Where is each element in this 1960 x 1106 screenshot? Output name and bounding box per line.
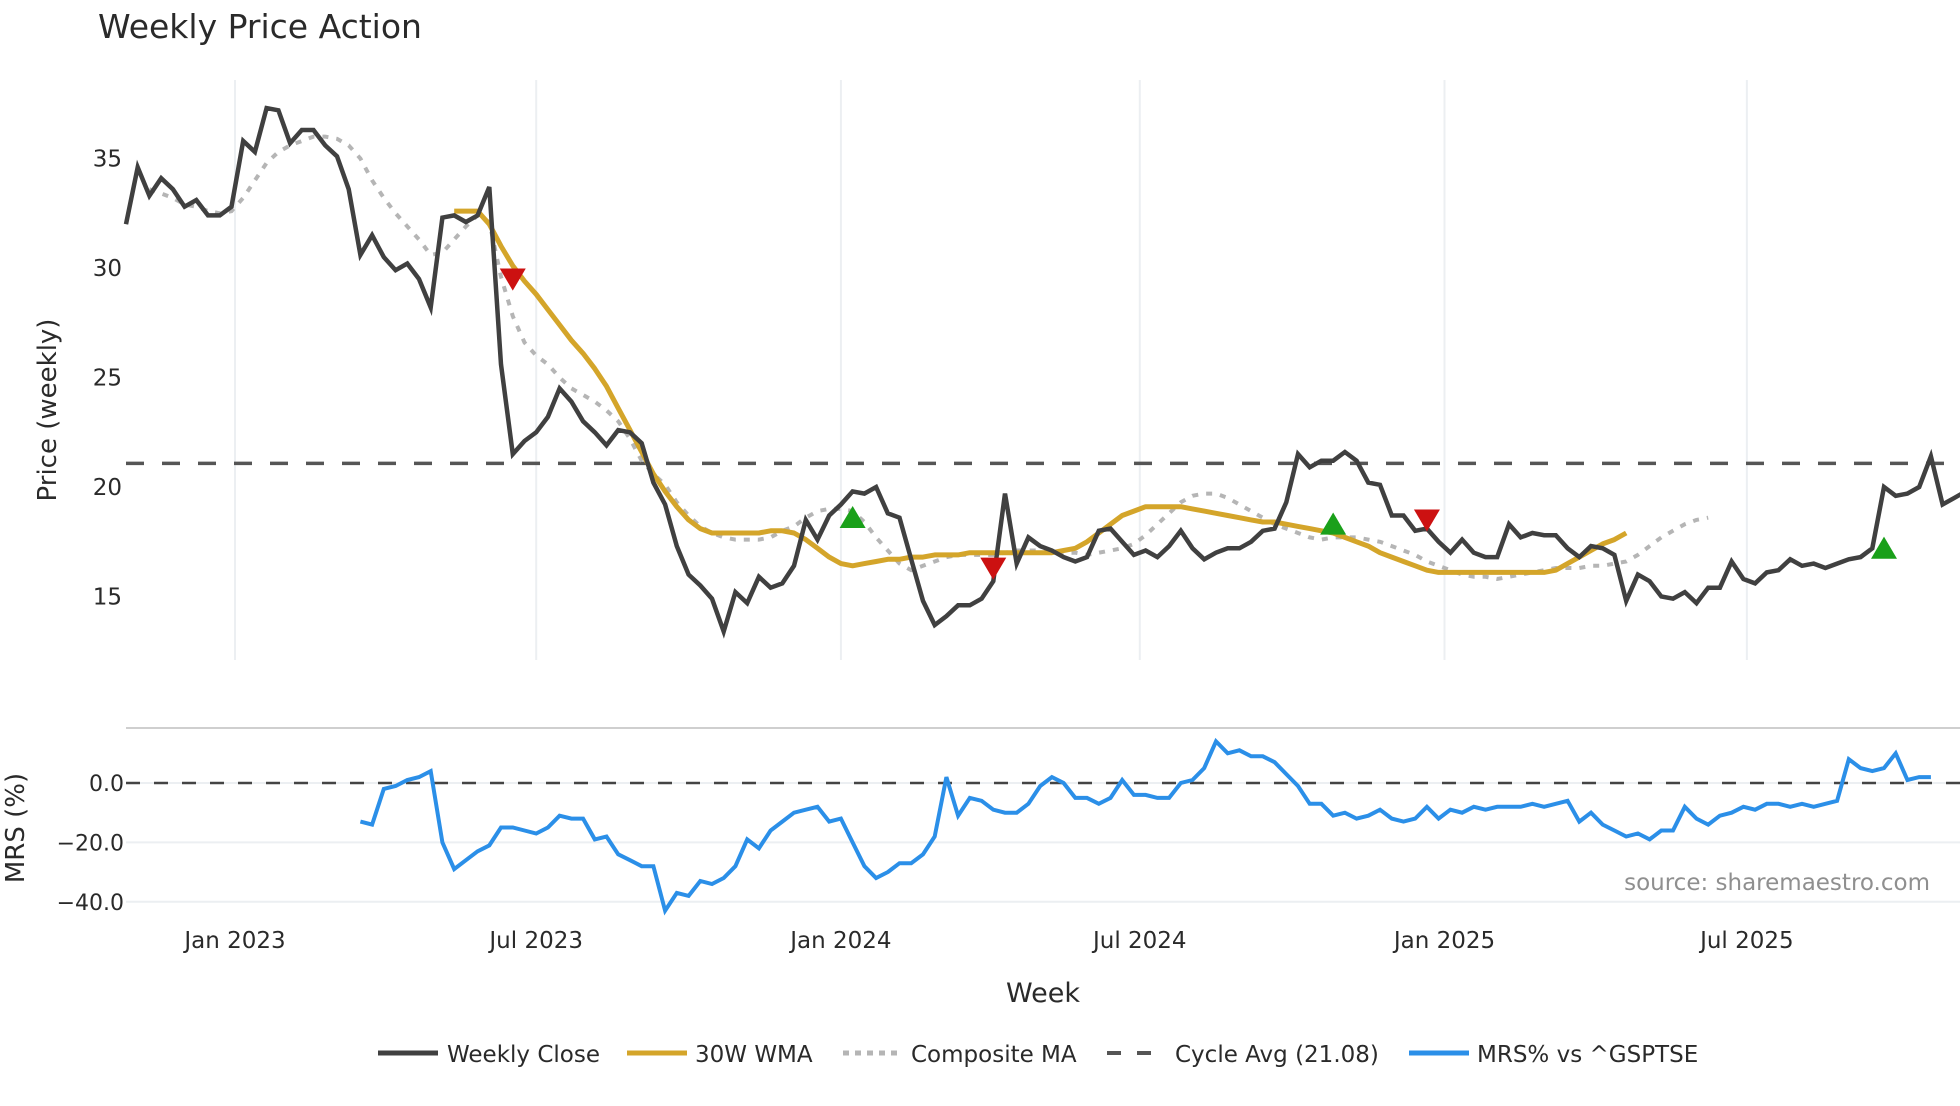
x-tick-label: Jan 2024 [788,928,891,954]
x-axis-label: Week [1006,978,1080,1009]
mrs-y-axis-ticks: 0.0 −20.0 −40.0 [57,772,124,916]
x-tick-label: Jan 2023 [182,928,285,954]
mrs-y-axis-label: MRS (%) [1,773,31,883]
legend-label: Composite MA [911,1042,1077,1068]
buy-signal-icon [1320,512,1347,535]
sell-signal-icon [980,557,1007,580]
legend-item[interactable]: Composite MA [843,1042,1077,1068]
price-y-tick-label: 20 [93,475,122,501]
legend-label: 30W WMA [695,1042,813,1068]
signal-markers [499,268,1897,580]
legend-item[interactable]: 30W WMA [627,1042,813,1068]
sell-signal-icon [499,268,526,291]
legend: Weekly Close 30W WMA Composite MA Cycle Avg… [378,1042,1698,1068]
legend-item[interactable]: MRS% vs ^GSPTSE [1409,1042,1698,1068]
buy-signal-icon [1871,536,1897,559]
price-y-tick-label: 30 [93,256,122,282]
mrs-line [359,737,1931,916]
mrs-y-tick-label: 0.0 [89,772,124,797]
sell-signal-icon [1413,509,1440,532]
legend-label: Cycle Avg (21.08) [1175,1042,1379,1068]
price-y-axis-ticks: 35 30 25 20 15 [93,147,122,611]
price-y-tick-label: 15 [93,585,122,611]
legend-label: Weekly Close [447,1042,600,1068]
composite-ma-line [148,134,1709,582]
x-tick-label: Jul 2024 [1091,928,1187,954]
mrs-y-tick-label: −40.0 [57,891,124,916]
legend-item[interactable]: Cycle Avg (21.08) [1107,1042,1379,1068]
x-axis-ticks: Jan 2023 Jul 2023 Jan 2024 Jul 2024 Jan 2025… [182,928,1793,954]
wma-line [454,208,1628,575]
chart-title: Weekly Price Action [98,7,422,46]
legend-item[interactable]: Weekly Close [378,1042,600,1068]
buy-signal-icon [839,505,866,529]
x-tick-label: Jan 2025 [1392,928,1495,954]
x-tick-label: Jul 2025 [1698,928,1794,954]
legend-label: MRS% vs ^GSPTSE [1477,1042,1698,1068]
weekly-close-line [123,105,1960,639]
x-tick-label: Jul 2023 [487,928,583,954]
source-note: source: sharemaestro.com [1624,870,1930,896]
price-gridlines [233,80,1748,660]
price-y-tick-label: 25 [93,366,122,392]
price-y-tick-label: 35 [93,147,122,173]
mrs-y-tick-label: −20.0 [57,831,124,856]
price-y-axis-label: Price (weekly) [33,319,63,502]
